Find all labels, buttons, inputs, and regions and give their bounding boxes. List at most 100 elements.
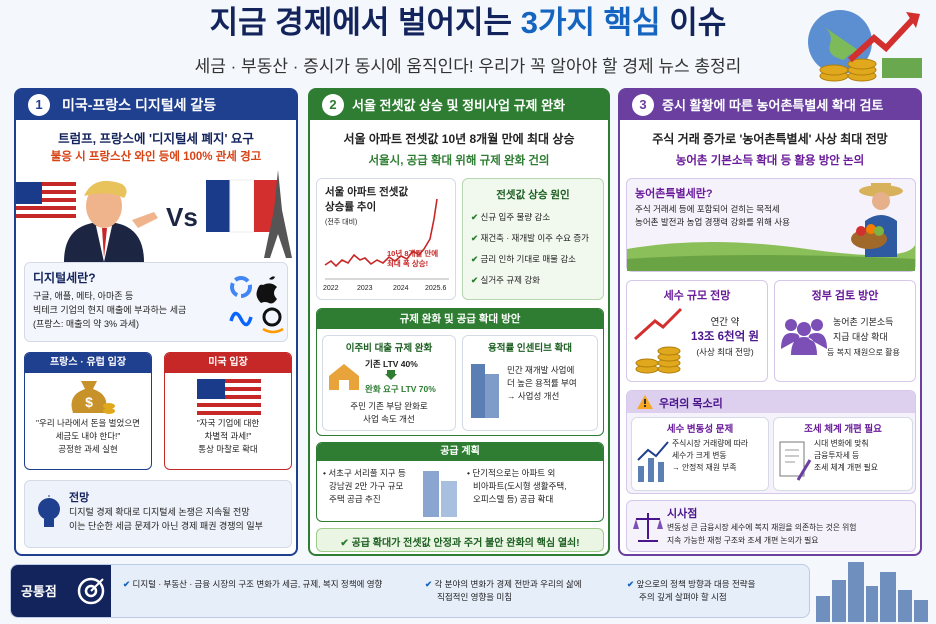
ltv-before: 기존 LTV 40% (365, 359, 418, 369)
cause-item: ✔ 재건축 · 재개발 이주 수요 증가 (471, 228, 589, 249)
common-point: ✔ 디지털 · 부동산 · 금융 시장의 구조 변화가 세금, 규제, 복지 정… (123, 578, 382, 591)
stance-note: 공정한 과세 실현 (58, 444, 118, 454)
graphic (627, 255, 915, 271)
chart-title: 서울 아파트 전셋값 상승률 추이 (325, 185, 408, 215)
graphic (264, 170, 292, 258)
concern-item: 세수 변동성 문제 주식시장 거래량에 따라 세수가 크게 변동 → 안정적 재원 … (631, 417, 769, 491)
text-line: 더 높은 용적률 부여 (507, 378, 577, 388)
graphic (880, 572, 896, 622)
graphic (103, 408, 115, 414)
loan-title: 이주비 대출 규제 완화 (345, 343, 433, 354)
graphic (637, 441, 669, 461)
stance-quote: "우리 나라에서 돈을 벌었으면 세금도 내야 한다!" 공정한 과세 실현 (25, 417, 151, 456)
graphic (633, 307, 683, 341)
graphic (90, 578, 104, 592)
common-bar: 공통점 ✔ 디지털 · 부동산 · 금융 시장의 구조 변화가 세금, 규제, … (10, 564, 810, 618)
graphic (847, 15, 917, 63)
implication-text: 변동성 큰 금융시장 세수에 복지 재원을 의존하는 것은 위험 지속 가능한 재… (667, 521, 856, 547)
graphic (820, 24, 864, 60)
text-line: • 단기적으로는 아파트 외 (467, 468, 556, 478)
graphic (16, 182, 42, 204)
graphic: ✔ (425, 579, 433, 589)
text-line: 사업 속도 개선 (363, 414, 415, 424)
common-label: 공통점 (21, 584, 57, 599)
header-illustration (808, 10, 922, 82)
graphic (256, 276, 277, 304)
concern-item: 조세 체계 개편 필요 시대 변화에 맞춰 금융투자세 등 조세 체계 개편 필요 (773, 417, 913, 491)
cause-item: ✔ 신규 입주 물량 감소 (471, 207, 589, 228)
subheadline: 불응 시 프랑스산 와인 등에 100% 관세 경고 (50, 151, 262, 163)
graphic (906, 12, 920, 28)
graphic (633, 519, 663, 529)
issue-title: 서울 전셋값 상승 및 정비사업 규제 완화 (352, 98, 566, 113)
title-main: 지금 경제에서 벌어지는 (209, 5, 513, 40)
supply-title: 공급 계획 (317, 443, 603, 461)
text-line: 서울 아파트 전셋값 (325, 186, 409, 198)
revenue-box: 세수 규모 전망 연간 약 13조 6천억 원 (사상 최대 전망) (626, 280, 768, 382)
graphic (197, 387, 261, 391)
issue2-panel: 2 서울 전셋값 상승 및 정비사업 규제 완화 서울 아파트 전셋값 10년 8… (308, 88, 610, 556)
text: 금리 인하 기대로 매물 감소 (480, 254, 576, 264)
title: 지금 경제에서 벌어지는 3가지 핵심 이슈 (0, 4, 936, 42)
supply-left: • 서초구 서리풀 지구 등 강남권 2만 가구 규모 주택 공급 추진 (323, 467, 406, 506)
text-line: 구글, 애플, 메타, 아마존 등 (33, 291, 134, 301)
graphic: ✔ (627, 579, 635, 589)
building-icon (471, 364, 499, 418)
graphic (16, 182, 76, 186)
chart-box: 서울 아파트 전셋값 상승률 추이 (전주 대비) 10년 8개월 만에 최대 폭 … (316, 178, 456, 300)
x-label: 2023 (357, 285, 373, 292)
text-line: 10년 8개월 만에 (387, 249, 439, 258)
graphic (797, 322, 811, 336)
subheadline: 서울시, 공급 확대 위해 규제 완화 건의 (368, 155, 550, 167)
graphic (329, 364, 359, 390)
graphic (16, 182, 76, 218)
graphic (103, 403, 115, 409)
graphic (385, 370, 397, 380)
definition-title: 디지털세란? (33, 271, 96, 285)
graphic (898, 590, 912, 622)
text-line: 주식 거래세 등에 포함되어 걷히는 목적세 (635, 204, 780, 214)
concern-text: 주식시장 거래량에 따라 세수가 크게 변동 → 안정적 재원 부족 (672, 438, 748, 474)
conclusion: ✔ 공급 확대가 전셋값 안정과 주거 불안 완화의 핵심 열쇠! (317, 534, 603, 549)
graphic (882, 58, 922, 78)
graphic (635, 358, 659, 368)
issue-title: 미국-프랑스 디지털세 갈등 (62, 97, 217, 113)
graphic (819, 64, 849, 76)
issue3-panel: 3 증시 활황에 따른 농어촌특별세 확대 검토 주식 거래 증가로 '농어촌특별… (618, 88, 922, 556)
far-title: 용적률 인센티브 확대 (488, 343, 572, 354)
graphic (485, 374, 499, 418)
concern-text: 시대 변화에 맞춰 금융투자세 등 조세 체계 개편 필요 (814, 438, 878, 474)
graphic (44, 519, 54, 527)
graphic (638, 466, 644, 482)
text-line: ✔ 각 분야의 변화가 경제 전반과 우리의 삶에 (425, 578, 582, 591)
warning-icon (637, 395, 653, 409)
text-line: 세수가 크게 변동 (672, 451, 727, 460)
graphic (816, 596, 830, 622)
issue1-header: 1 미국-프랑스 디지털세 갈등 (16, 90, 296, 120)
text-line: 금융투자세 등 (814, 451, 860, 460)
causes-list: ✔ 신규 입주 물량 감소 ✔ 재건축 · 재개발 이주 수요 증가 ✔ 금리 … (471, 207, 589, 291)
graphic: ✔ (123, 579, 131, 589)
graphic (816, 562, 928, 622)
graphic (638, 458, 664, 482)
text-line: 연간 약 (710, 317, 740, 328)
cause-item: ✔ 금리 인하 기대로 매물 감소 (471, 249, 589, 270)
bigtech-logos (229, 276, 284, 334)
outlook-title: 전망 (69, 492, 90, 504)
graphic (229, 311, 253, 327)
graphic (471, 364, 485, 418)
headline: 트럼프, 프랑스에 '디지털세 폐지' 요구 (58, 132, 254, 146)
text-line: 농어촌 기본소득 (833, 317, 894, 327)
x-label: 2024 (393, 285, 409, 292)
text-line: 주민 기존 부담 완화로 (350, 401, 428, 411)
text-line: 디지털 경제 확대로 디지털세 논쟁은 지속될 전망 (69, 507, 250, 517)
graphic: ✔ (471, 233, 479, 243)
text-line: 지속 가능한 재정 구조와 조세 개편 논의가 필요 (667, 536, 819, 545)
graphic (811, 319, 823, 331)
text-line: → 안정적 재원 부족 (672, 463, 737, 472)
graphic (785, 319, 797, 331)
graphic (197, 395, 261, 399)
text-line: 주택 공급 추진 (329, 494, 381, 504)
graphic (658, 462, 664, 482)
